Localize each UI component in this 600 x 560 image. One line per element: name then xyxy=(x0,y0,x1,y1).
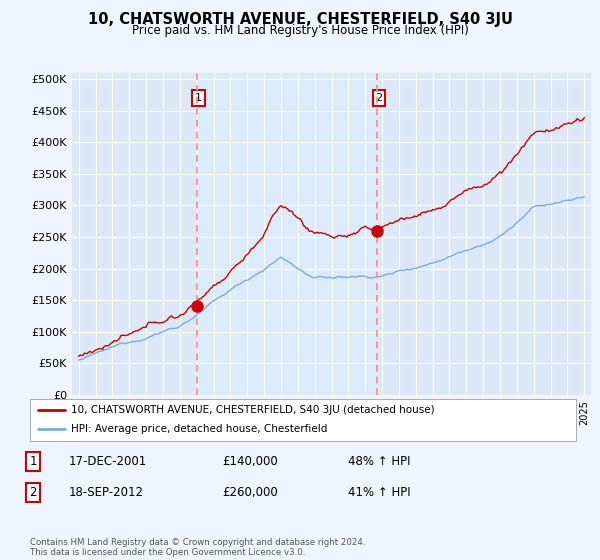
Text: Contains HM Land Registry data © Crown copyright and database right 2024.
This d: Contains HM Land Registry data © Crown c… xyxy=(30,538,365,557)
Text: 18-SEP-2012: 18-SEP-2012 xyxy=(69,486,144,499)
Text: 2: 2 xyxy=(29,486,37,499)
Text: 41% ↑ HPI: 41% ↑ HPI xyxy=(348,486,410,499)
Text: 10, CHATSWORTH AVENUE, CHESTERFIELD, S40 3JU (detached house): 10, CHATSWORTH AVENUE, CHESTERFIELD, S40… xyxy=(71,405,434,415)
Text: 1: 1 xyxy=(29,455,37,468)
Text: Price paid vs. HM Land Registry's House Price Index (HPI): Price paid vs. HM Land Registry's House … xyxy=(131,24,469,37)
Text: HPI: Average price, detached house, Chesterfield: HPI: Average price, detached house, Ches… xyxy=(71,424,328,435)
Bar xyxy=(197,73,377,395)
Text: 17-DEC-2001: 17-DEC-2001 xyxy=(69,455,147,468)
Text: 48% ↑ HPI: 48% ↑ HPI xyxy=(348,455,410,468)
Text: £260,000: £260,000 xyxy=(222,486,278,499)
Text: 10, CHATSWORTH AVENUE, CHESTERFIELD, S40 3JU: 10, CHATSWORTH AVENUE, CHESTERFIELD, S40… xyxy=(88,12,512,27)
Text: £140,000: £140,000 xyxy=(222,455,278,468)
Text: 2: 2 xyxy=(376,93,383,103)
Text: 1: 1 xyxy=(195,93,202,103)
